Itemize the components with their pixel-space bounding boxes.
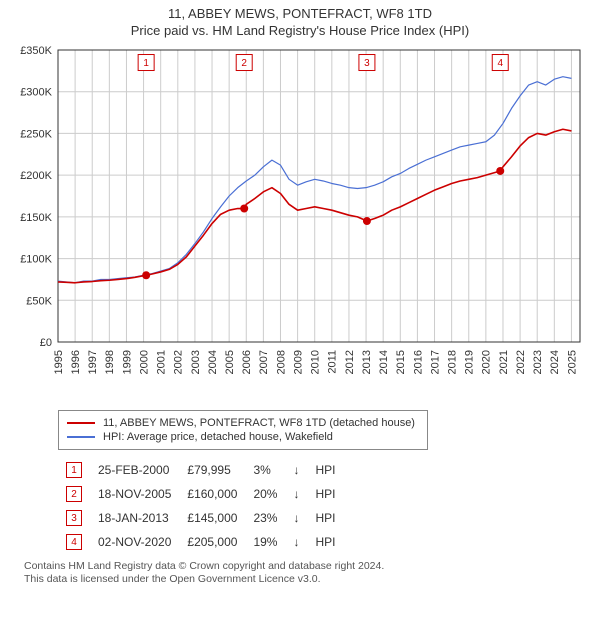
svg-text:2011: 2011 xyxy=(327,350,339,374)
svg-text:£0: £0 xyxy=(40,337,52,349)
svg-text:£100K: £100K xyxy=(20,253,52,265)
transactions-table: 1 25-FEB-2000£79,9953% ↓ HPI 2 18-NOV-2005£16… xyxy=(58,458,344,554)
svg-text:£50K: £50K xyxy=(26,295,52,307)
tx-arrow: ↓ xyxy=(285,482,307,506)
arrow-down-icon: ↓ xyxy=(293,511,299,525)
arrow-down-icon: ↓ xyxy=(293,535,299,549)
tx-delta: 19% xyxy=(245,530,285,554)
tx-date: 25-FEB-2000 xyxy=(90,458,179,482)
svg-text:2: 2 xyxy=(241,58,247,69)
legend-label: 11, ABBEY MEWS, PONTEFRACT, WF8 1TD (det… xyxy=(103,417,415,429)
svg-text:2023: 2023 xyxy=(532,350,544,374)
tx-price: £145,000 xyxy=(179,506,245,530)
legend-item: HPI: Average price, detached house, Wake… xyxy=(67,431,419,443)
tx-hpi-label: HPI xyxy=(307,506,343,530)
tx-arrow: ↓ xyxy=(285,530,307,554)
svg-text:1998: 1998 xyxy=(104,350,116,374)
title-line-1: 11, ABBEY MEWS, PONTEFRACT, WF8 1TD xyxy=(12,6,588,23)
svg-text:2004: 2004 xyxy=(207,350,219,374)
transaction-row: 2 18-NOV-2005£160,00020% ↓ HPI xyxy=(58,482,344,506)
svg-text:2014: 2014 xyxy=(378,350,390,374)
svg-text:2002: 2002 xyxy=(173,350,185,374)
tx-num-cell: 1 xyxy=(58,458,90,482)
svg-text:2009: 2009 xyxy=(292,350,304,374)
tx-delta: 23% xyxy=(245,506,285,530)
tx-hpi-label: HPI xyxy=(307,458,343,482)
svg-text:2025: 2025 xyxy=(566,350,578,374)
tx-number-box: 1 xyxy=(66,462,82,478)
tx-num-cell: 2 xyxy=(58,482,90,506)
tx-num-cell: 3 xyxy=(58,506,90,530)
svg-text:£250K: £250K xyxy=(20,128,52,140)
svg-text:2018: 2018 xyxy=(446,350,458,374)
svg-text:1995: 1995 xyxy=(53,350,65,374)
transaction-row: 1 25-FEB-2000£79,9953% ↓ HPI xyxy=(58,458,344,482)
tx-num-cell: 4 xyxy=(58,530,90,554)
transaction-row: 4 02-NOV-2020£205,00019% ↓ HPI xyxy=(58,530,344,554)
svg-text:2017: 2017 xyxy=(429,350,441,374)
svg-text:£350K: £350K xyxy=(20,46,52,57)
transaction-row: 3 18-JAN-2013£145,00023% ↓ HPI xyxy=(58,506,344,530)
footer-line-2: This data is licensed under the Open Gov… xyxy=(24,573,588,587)
line-chart-svg: £0 £50K £100K £150K £200K £250K £300K £350K 1995… xyxy=(12,46,588,402)
svg-text:£150K: £150K xyxy=(20,212,52,224)
legend-label: HPI: Average price, detached house, Wake… xyxy=(103,431,333,443)
svg-text:1999: 1999 xyxy=(121,350,133,374)
svg-text:2020: 2020 xyxy=(481,350,493,374)
tx-price: £79,995 xyxy=(179,458,245,482)
legend-swatch xyxy=(67,422,95,424)
svg-text:2022: 2022 xyxy=(515,350,527,374)
tx-delta: 3% xyxy=(245,458,285,482)
svg-text:2006: 2006 xyxy=(241,350,253,374)
tx-number-box: 2 xyxy=(66,486,82,502)
svg-text:2003: 2003 xyxy=(190,350,202,374)
tx-hpi-label: HPI xyxy=(307,482,343,506)
svg-text:2013: 2013 xyxy=(361,350,373,374)
tx-date: 18-NOV-2005 xyxy=(90,482,179,506)
tx-date: 02-NOV-2020 xyxy=(90,530,179,554)
tx-number-box: 3 xyxy=(66,510,82,526)
svg-text:2008: 2008 xyxy=(275,350,287,374)
chart-area: £0 £50K £100K £150K £200K £250K £300K £350K 1995… xyxy=(12,46,588,402)
svg-text:1: 1 xyxy=(143,58,149,69)
svg-text:2024: 2024 xyxy=(549,350,561,374)
tx-delta: 20% xyxy=(245,482,285,506)
tx-arrow: ↓ xyxy=(285,458,307,482)
tx-hpi-label: HPI xyxy=(307,530,343,554)
legend-item: 11, ABBEY MEWS, PONTEFRACT, WF8 1TD (det… xyxy=(67,417,419,429)
svg-text:2012: 2012 xyxy=(344,350,356,374)
svg-text:£200K: £200K xyxy=(20,170,52,182)
footer-line-1: Contains HM Land Registry data © Crown c… xyxy=(24,560,588,574)
svg-text:2005: 2005 xyxy=(224,350,236,374)
svg-text:2007: 2007 xyxy=(258,350,270,374)
svg-text:2016: 2016 xyxy=(412,350,424,374)
svg-text:2001: 2001 xyxy=(156,350,168,374)
arrow-down-icon: ↓ xyxy=(293,463,299,477)
svg-text:1997: 1997 xyxy=(87,350,99,374)
svg-text:2021: 2021 xyxy=(498,350,510,374)
svg-text:1996: 1996 xyxy=(70,350,82,374)
footer: Contains HM Land Registry data © Crown c… xyxy=(24,560,588,587)
tx-arrow: ↓ xyxy=(285,506,307,530)
legend-swatch xyxy=(67,436,95,438)
title-line-2: Price paid vs. HM Land Registry's House … xyxy=(12,23,588,40)
svg-text:2019: 2019 xyxy=(464,350,476,374)
svg-text:4: 4 xyxy=(497,58,503,69)
svg-text:2010: 2010 xyxy=(310,350,322,374)
tx-price: £160,000 xyxy=(179,482,245,506)
svg-text:2015: 2015 xyxy=(395,350,407,374)
chart-container: 11, ABBEY MEWS, PONTEFRACT, WF8 1TD Pric… xyxy=(0,0,600,593)
arrow-down-icon: ↓ xyxy=(293,487,299,501)
tx-date: 18-JAN-2013 xyxy=(90,506,179,530)
svg-text:3: 3 xyxy=(364,58,370,69)
tx-number-box: 4 xyxy=(66,534,82,550)
svg-text:£300K: £300K xyxy=(20,86,52,98)
tx-price: £205,000 xyxy=(179,530,245,554)
svg-text:2000: 2000 xyxy=(138,350,150,374)
legend: 11, ABBEY MEWS, PONTEFRACT, WF8 1TD (det… xyxy=(58,410,428,450)
